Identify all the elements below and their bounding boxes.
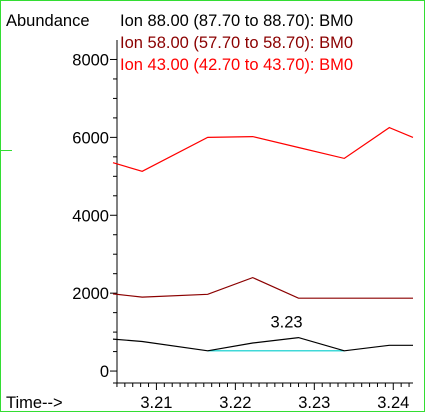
x-axis-label: Time--> [6,394,63,412]
x-tick-label: 3.23 [298,394,330,412]
y-axis-label: Abundance [6,12,90,30]
legend: Ion 88.00 (87.70 to 88.70): BM0 Ion 58.00… [120,12,353,74]
peak-label: 3.23 [270,314,302,332]
legend-entry-2: Ion 58.00 (57.70 to 58.70): BM0 [120,34,353,52]
series-line-2 [112,276,413,299]
x-tick-label: 3.22 [219,394,251,412]
plot-area: 0 2000 4000 6000 8000 3.21 3.22 3.23 3.24 3.23 [72,40,414,412]
y-tick-label: 8000 [72,51,109,69]
y-tick-label: 0 [100,363,109,381]
left-border-notch [0,150,12,151]
legend-entry-3: Ion 43.00 (42.70 to 43.70): BM0 [120,56,353,74]
y-tick-label: 4000 [72,207,109,225]
y-tick-label: 2000 [72,285,109,303]
series-line-1 [112,336,413,352]
y-tick-label: 6000 [72,129,109,147]
legend-entry-1: Ion 88.00 (87.70 to 88.70): BM0 [120,12,353,30]
x-tick-label: 3.24 [377,394,409,412]
legend-entries: Ion 88.00 (87.70 to 88.70): BM0 Ion 58.00… [120,12,353,74]
series-line-3 [112,126,414,172]
x-tick-label: 3.21 [140,394,172,412]
